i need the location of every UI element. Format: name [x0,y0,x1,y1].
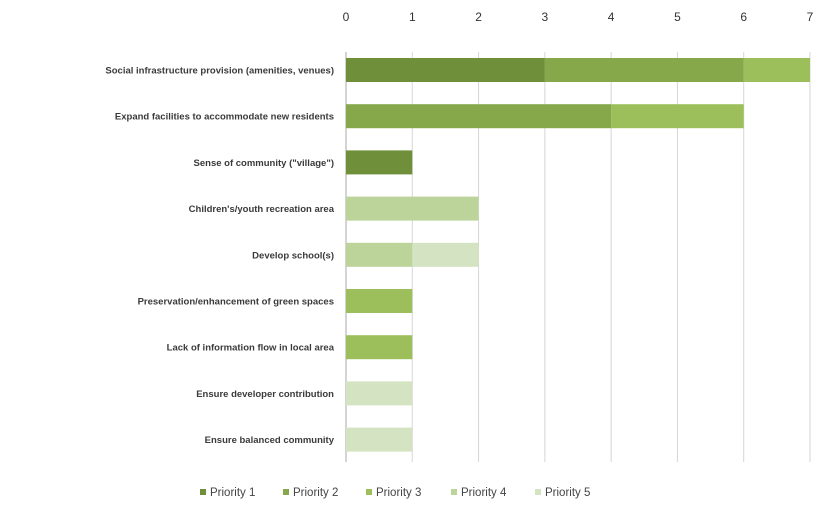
x-tick-label: 6 [740,10,747,24]
bar-segment [346,196,479,221]
legend-swatch [200,489,206,495]
x-tick-label: 7 [807,10,814,24]
x-tick-label: 0 [343,10,350,24]
x-axis-ticks: 0 1 2 3 4 5 6 7 [343,10,814,24]
x-tick-label: 3 [542,10,549,24]
bar-segment [544,58,744,82]
legend-swatch [366,489,372,495]
bar-segment [346,381,413,406]
legend-label: Priority 2 [293,487,338,499]
legend-swatch [283,489,289,495]
bar-segment [346,427,413,452]
category-label: Ensure developer contribution [196,389,334,400]
x-tick-label: 5 [674,10,681,24]
bar-segment [346,104,612,129]
category-label: Preservation/enhancement of green spaces [138,297,334,308]
legend-swatch [451,489,457,495]
legend-label: Priority 5 [545,487,590,499]
legend-label: Priority 3 [376,487,421,499]
category-label: Social infrastructure provision (ameniti… [105,66,334,77]
category-label: Children's/youth recreation area [189,204,335,215]
legend: Priority 1 Priority 2 Priority 3 Priority 4… [200,487,590,499]
x-tick-label: 4 [608,10,615,24]
bar-segment [412,242,479,267]
bar-segment [743,58,810,82]
category-label: Sense of community ("village") [194,158,334,169]
category-labels: Social infrastructure provision (ameniti… [105,66,334,447]
bar-segment [346,335,413,360]
legend-swatch [535,489,541,495]
bars [346,58,810,452]
bar-segment [611,104,744,129]
bar-segment [346,289,413,313]
category-label: Expand facilities to accommodate new res… [115,112,334,123]
category-label: Lack of information flow in local area [167,343,335,354]
bar-segment [346,58,545,82]
legend-label: Priority 1 [210,487,255,499]
bar-segment [346,242,413,267]
category-label: Ensure balanced community [205,435,335,446]
legend-label: Priority 4 [461,487,507,499]
category-label: Develop school(s) [252,250,334,261]
x-tick-label: 1 [409,10,416,24]
x-tick-label: 2 [475,10,482,24]
bar-segment [346,150,413,175]
